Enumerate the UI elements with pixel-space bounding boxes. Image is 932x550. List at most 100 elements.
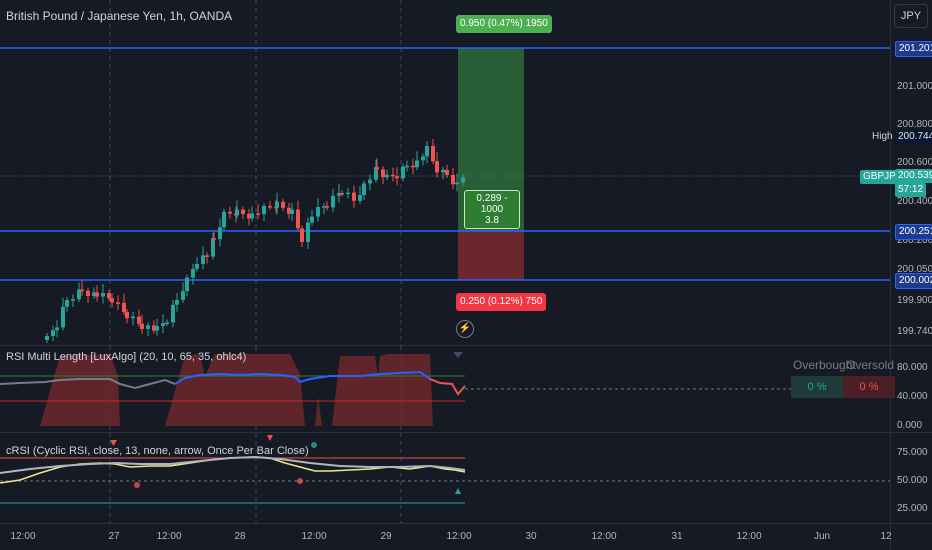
price-tick: 199.900: [897, 295, 932, 306]
overbought-value: 0 %: [791, 376, 843, 398]
candle-body: [61, 306, 65, 328]
loss-zone[interactable]: [458, 231, 524, 280]
time-tick: 12:00: [446, 531, 472, 542]
candle-body: [421, 156, 425, 161]
price-tick: 200.200: [897, 235, 932, 246]
stop-label[interactable]: 0.250 (0.12%) 750: [456, 293, 547, 311]
candle-body: [140, 323, 144, 329]
target-price-tag[interactable]: 201.201: [895, 41, 932, 57]
candle-body: [175, 300, 179, 305]
candle-body: [331, 195, 335, 208]
time-tick: 27: [108, 531, 120, 542]
rsi-tick: 40.000: [897, 391, 928, 402]
symbol-price-label: GBPJPY: [860, 170, 906, 184]
candle-body: [77, 289, 81, 300]
candle-body: [191, 268, 195, 278]
crsi-indicator-title[interactable]: cRSI (Cyclic RSI, close, 13, none, arrow…: [6, 445, 309, 457]
candle-body: [110, 298, 114, 303]
rsi-overbought-fill: [40, 354, 433, 426]
bearish-dot-icon: [134, 482, 140, 488]
candle-body: [281, 201, 285, 208]
candle-body: [195, 264, 199, 269]
candle-body: [415, 160, 419, 168]
rsi-line-weak: [429, 378, 466, 396]
crsi-separators: [109, 433, 402, 523]
candle-body: [241, 209, 245, 214]
candle-body: [250, 213, 254, 219]
candle-body: [451, 175, 455, 185]
oversold-value: 0 %: [843, 376, 895, 398]
candle-body: [131, 316, 135, 319]
pane-divider[interactable]: [0, 345, 932, 346]
price-tick: 200.050: [897, 264, 932, 275]
candle-body: [268, 206, 272, 208]
time-tick: 12:00: [10, 531, 36, 542]
entry-price-tag[interactable]: 200.251: [895, 224, 932, 240]
price-axis-divider: [890, 0, 891, 550]
session-separators: [109, 0, 402, 345]
time-tick: 30: [525, 531, 537, 542]
bullish-dot-icon: [311, 442, 317, 448]
currency-button[interactable]: JPY: [894, 4, 928, 28]
candle-body: [185, 277, 189, 292]
candle-body: [435, 161, 439, 173]
rsi-line-strong: [174, 370, 431, 385]
time-tick: 12:00: [156, 531, 182, 542]
rsi-tick: 0.000: [897, 420, 923, 431]
candle-body: [337, 193, 341, 196]
lightning-icon[interactable]: ⚡: [456, 320, 474, 338]
risk-reward-qty: 0.289 - 1000: [476, 193, 508, 215]
price-tick: 199.740: [897, 326, 932, 337]
candle-body: [235, 209, 239, 216]
candle-body: [256, 213, 260, 215]
candle-body: [247, 214, 251, 219]
sell-arrow-icon: [267, 435, 273, 441]
candle-body: [340, 193, 344, 195]
buy-arrow-icon: [455, 488, 461, 494]
candle-body: [201, 255, 205, 264]
high-price-tag: 200.744: [895, 130, 932, 144]
price-chart[interactable]: [0, 0, 890, 345]
candle-body: [218, 227, 222, 240]
time-tick: 29: [380, 531, 392, 542]
time-tick: 12:00: [301, 531, 327, 542]
candle-body: [405, 165, 409, 168]
overbought-header: Overbought: [793, 358, 856, 372]
crsi-smooth-line: [0, 455, 466, 474]
pane-divider[interactable]: [0, 432, 932, 433]
candle-body: [71, 299, 75, 301]
crsi-tick: 50.000: [897, 475, 928, 486]
rsi-indicator-title[interactable]: RSI Multi Length [LuxAlgo] (20, 10, 65, …: [6, 351, 247, 363]
candle-body: [391, 174, 395, 177]
candle-body: [306, 222, 310, 242]
stop-price-tag[interactable]: 200.002: [895, 273, 932, 289]
candle-body: [310, 216, 314, 223]
target-label[interactable]: 0.950 (0.47%) 1950: [456, 15, 552, 33]
risk-reward-ratio: 3.8: [485, 215, 499, 226]
candle-body: [92, 292, 96, 296]
crsi-tick: 75.000: [897, 447, 928, 458]
candle-body: [161, 323, 165, 326]
candle-body: [375, 167, 379, 170]
candle-body: [358, 195, 362, 201]
candle-body: [287, 207, 291, 214]
candle-body: [95, 292, 99, 297]
candle-body: [137, 316, 141, 324]
symbol-title[interactable]: British Pound / Japanese Yen, 1h, OANDA: [6, 9, 233, 23]
bearish-dot-icon: [297, 478, 303, 484]
last-price-tag: 200.539: [895, 169, 932, 183]
candle-body: [155, 326, 159, 331]
candle-body: [262, 206, 266, 215]
crsi-pane[interactable]: [0, 433, 890, 523]
risk-reward-label[interactable]: 0.289 - 1000 3.8: [464, 190, 520, 229]
candle-body: [122, 302, 126, 312]
candle-body: [401, 166, 405, 179]
candle-body: [228, 211, 232, 214]
price-tick: 200.800: [897, 119, 932, 130]
time-tick: 12: [880, 531, 892, 542]
candle-body: [65, 300, 69, 307]
candle-body: [152, 325, 156, 331]
candle-body: [55, 327, 59, 331]
time-tick: Jun: [813, 531, 831, 542]
candle-body: [441, 169, 445, 173]
